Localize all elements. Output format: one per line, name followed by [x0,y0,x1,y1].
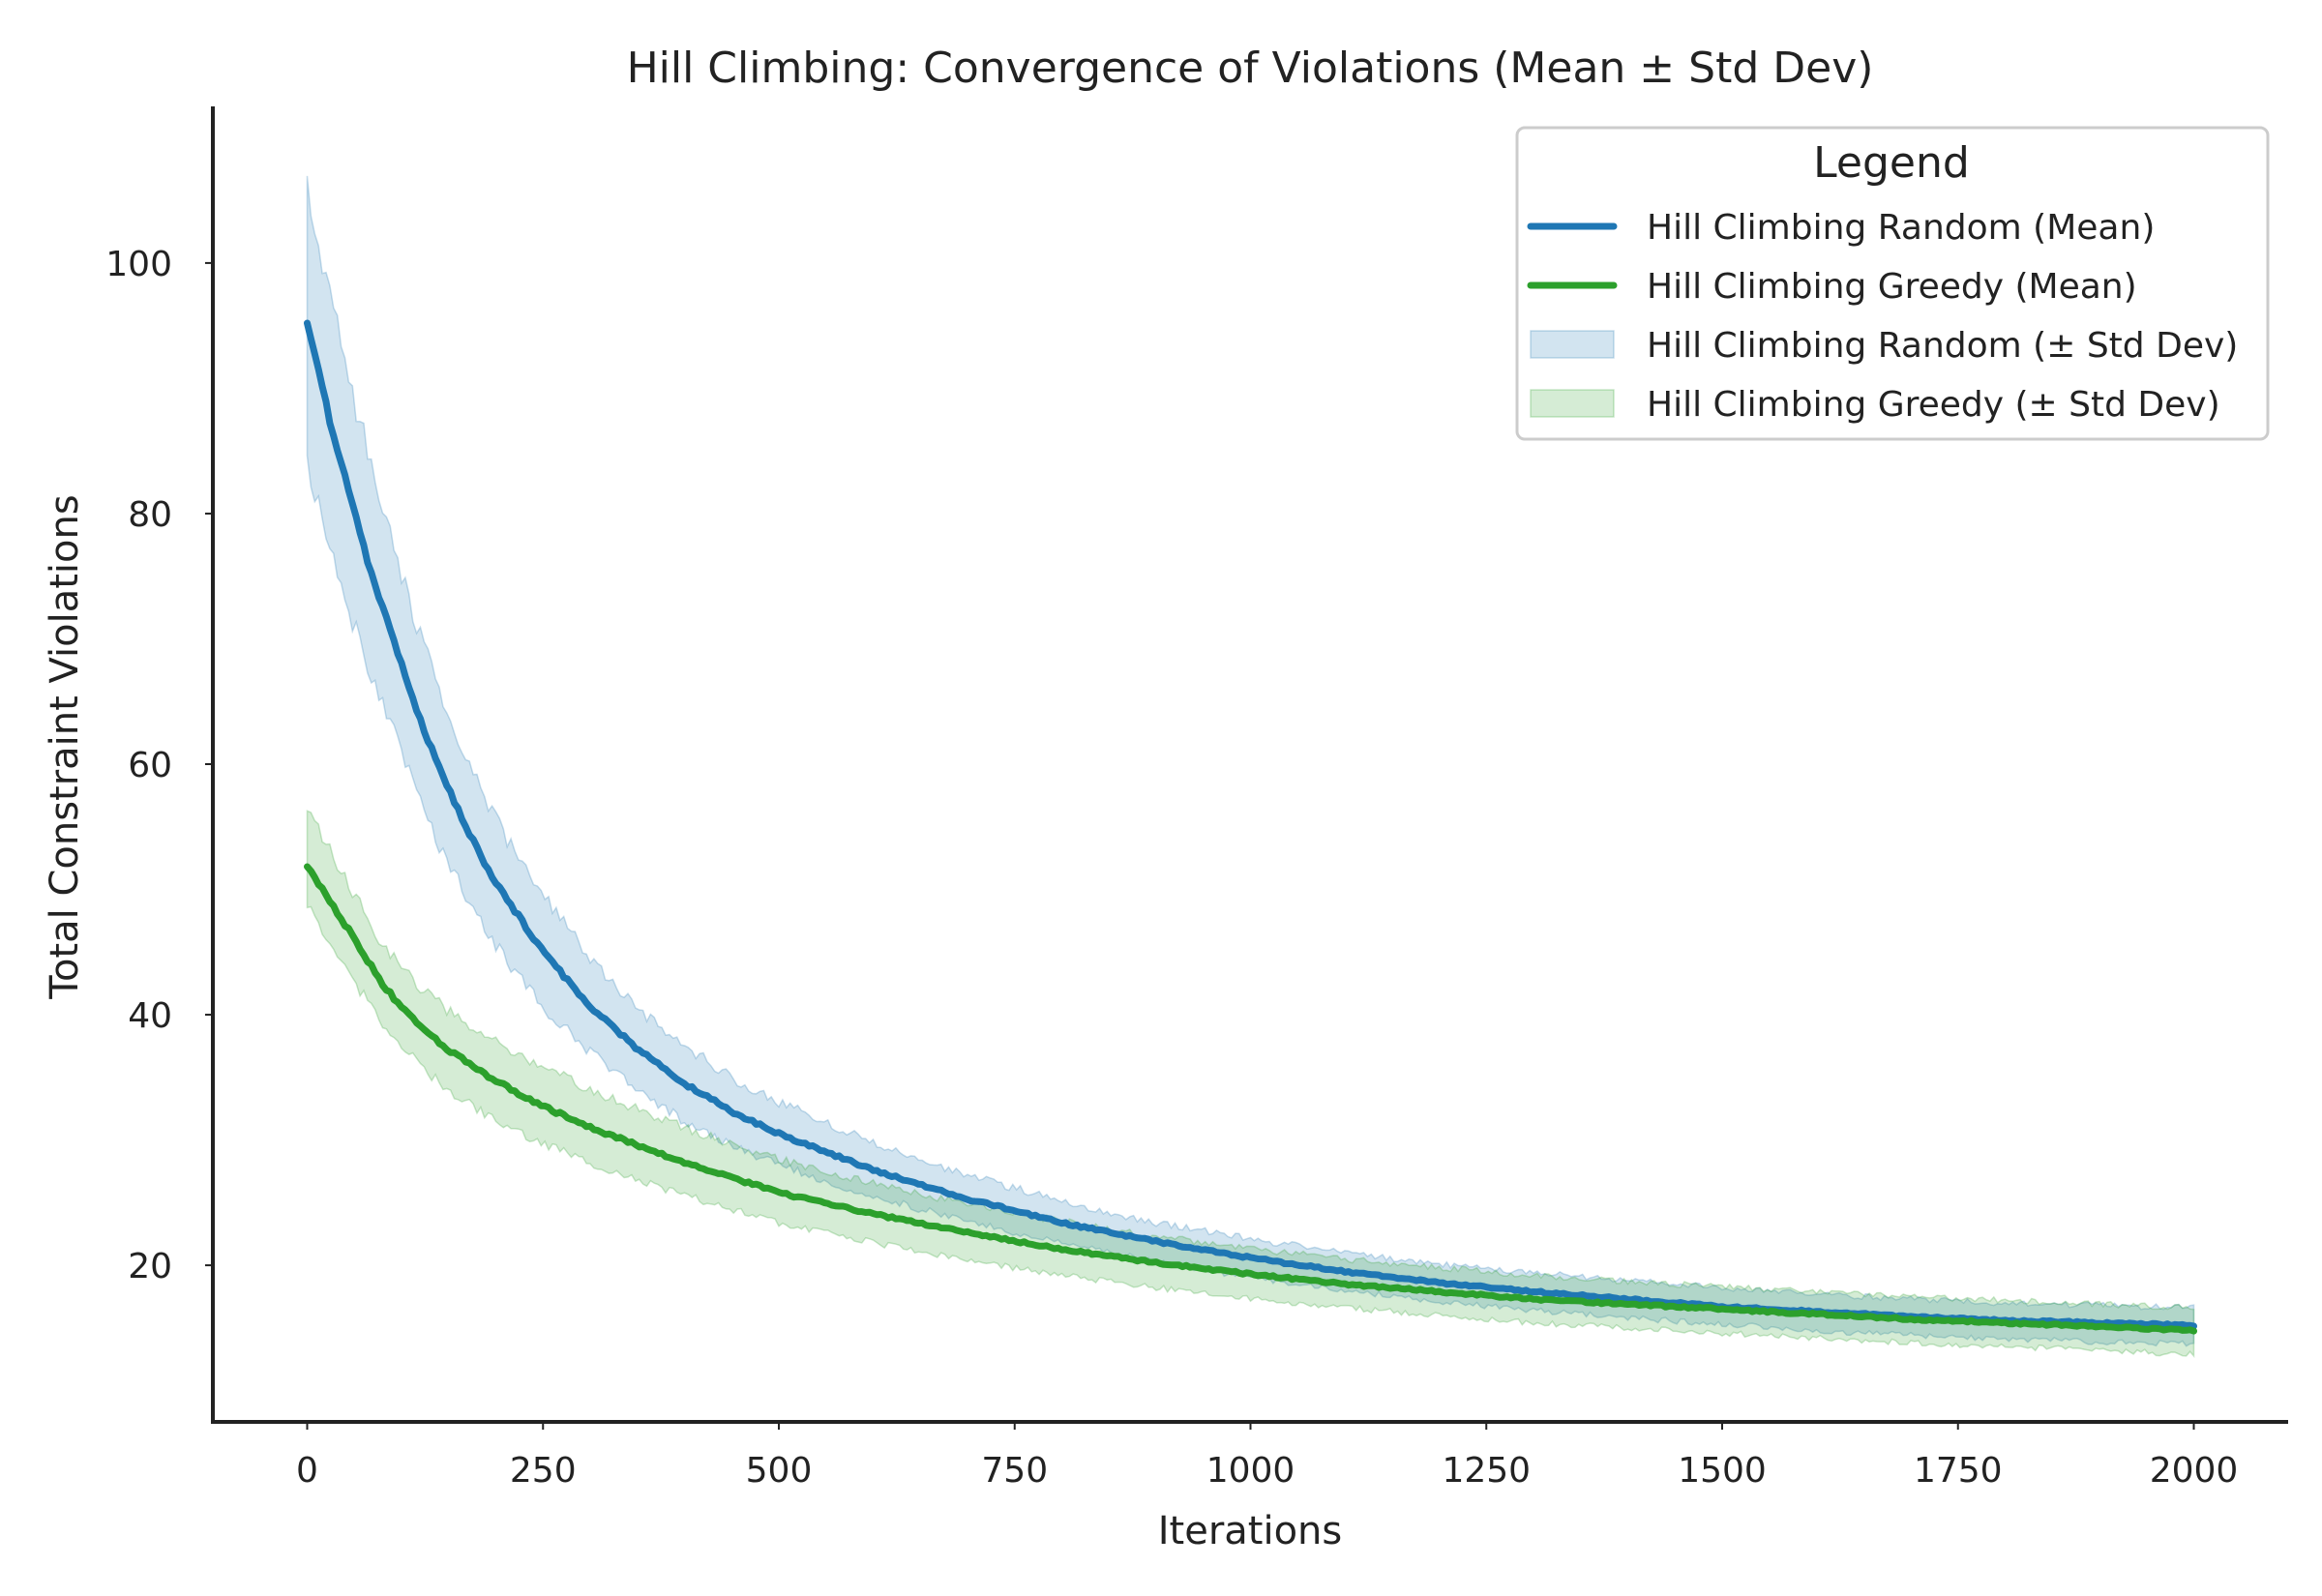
x-tick-label: 1250 [1442,1451,1531,1491]
legend-frame [1515,126,2270,441]
y-tick-label: 100 [105,245,172,284]
legend-swatch-band-random [1530,330,1615,359]
chart-title: Hill Climbing: Convergence of Violations… [627,44,1874,93]
std-dev-band-greedy [306,810,2195,1358]
y-tick-label: 20 [128,1247,172,1286]
legend-label: Hill Climbing Random (± Std Dev) [1647,326,2238,366]
x-tick-label: 500 [746,1451,813,1491]
x-tick-label: 1750 [1914,1451,2003,1491]
x-tick-labels: 0 250 500 750 1000 1250 1500 1750 2000 [296,1422,2238,1491]
legend: Legend Hill Climbing Random (Mean)Hill C… [1515,126,2270,441]
mean-line-greedy [304,863,2197,1335]
std-dev-band-random [306,175,2195,1347]
x-tick-label: 2000 [2150,1451,2239,1491]
x-tick-label: 750 [981,1451,1048,1491]
mean-lines [304,319,2197,1335]
legend-label: Hill Climbing Greedy (Mean) [1647,267,2137,307]
x-tick-label: 250 [510,1451,577,1491]
y-tick-label: 80 [128,495,172,535]
x-tick-label: 0 [296,1451,318,1491]
y-axis-label: Total Constraint Violations [43,494,87,999]
mean-line-random [304,319,2197,1330]
legend-label: Hill Climbing Greedy (± Std Dev) [1647,385,2220,425]
y-tick-label: 40 [128,996,172,1036]
std-dev-bands [306,175,2195,1358]
x-tick-label: 1000 [1206,1451,1295,1491]
x-axis-label: Iterations [1158,1509,1343,1553]
y-tick-label: 60 [128,746,172,785]
legend-entries: Hill Climbing Random (Mean) Hill Climbing… [1527,208,2238,425]
x-tick-label: 1500 [1678,1451,1767,1491]
legend-title: Legend [1813,138,1970,188]
legend-label: Hill Climbing Random (Mean) [1647,208,2155,248]
y-tick-labels: 20 40 60 80 100 [105,245,213,1286]
legend-swatch-band-greedy [1530,389,1615,418]
